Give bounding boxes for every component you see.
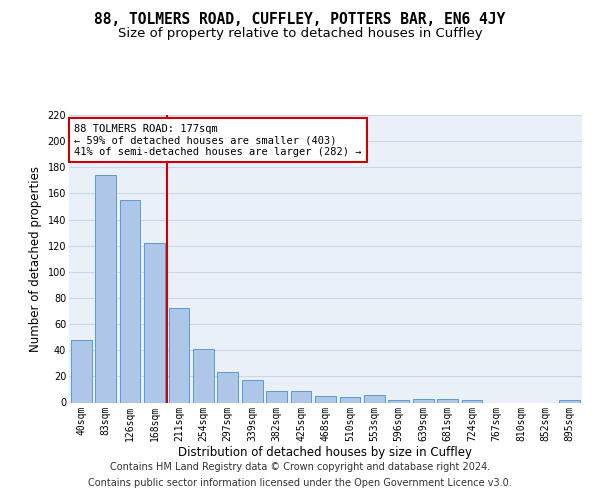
Bar — [340, 398, 361, 402]
Bar — [144, 243, 165, 402]
Text: Contains public sector information licensed under the Open Government Licence v3: Contains public sector information licen… — [88, 478, 512, 488]
Bar — [315, 396, 336, 402]
Bar — [242, 380, 263, 402]
X-axis label: Distribution of detached houses by size in Cuffley: Distribution of detached houses by size … — [179, 446, 473, 459]
Bar — [95, 175, 116, 402]
Bar — [119, 200, 140, 402]
Bar — [217, 372, 238, 402]
Bar — [193, 349, 214, 403]
Text: Contains HM Land Registry data © Crown copyright and database right 2024.: Contains HM Land Registry data © Crown c… — [110, 462, 490, 472]
Bar — [437, 398, 458, 402]
Text: Size of property relative to detached houses in Cuffley: Size of property relative to detached ho… — [118, 28, 482, 40]
Bar — [169, 308, 190, 402]
Bar — [364, 394, 385, 402]
Bar — [388, 400, 409, 402]
Text: 88 TOLMERS ROAD: 177sqm
← 59% of detached houses are smaller (403)
41% of semi-d: 88 TOLMERS ROAD: 177sqm ← 59% of detache… — [74, 124, 362, 157]
Bar — [559, 400, 580, 402]
Bar — [266, 390, 287, 402]
Text: 88, TOLMERS ROAD, CUFFLEY, POTTERS BAR, EN6 4JY: 88, TOLMERS ROAD, CUFFLEY, POTTERS BAR, … — [94, 12, 506, 28]
Y-axis label: Number of detached properties: Number of detached properties — [29, 166, 42, 352]
Bar — [290, 390, 311, 402]
Bar — [413, 398, 434, 402]
Bar — [71, 340, 92, 402]
Bar — [461, 400, 482, 402]
